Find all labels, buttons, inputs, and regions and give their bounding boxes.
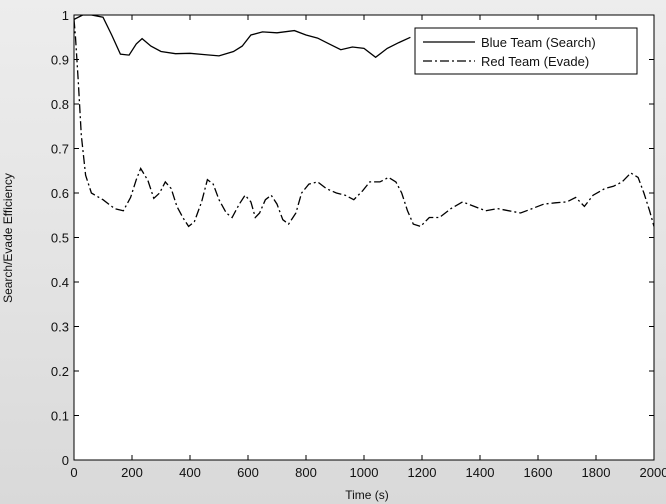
legend: Blue Team (Search) Red Team (Evade) [414, 27, 638, 75]
x-tick-label: 600 [237, 465, 259, 480]
y-tick-label: 0.5 [51, 231, 69, 246]
x-tick-label: 1000 [350, 465, 379, 480]
y-tick-label: 0.1 [51, 409, 69, 424]
x-tick-label: 0 [70, 465, 77, 480]
x-tick-label: 800 [295, 465, 317, 480]
x-axis-title: Time (s) [345, 488, 389, 502]
y-tick-label: 0.9 [51, 53, 69, 68]
series-line-2 [74, 19, 654, 228]
x-tick-label: 1400 [466, 465, 495, 480]
y-tick-label: 0.3 [51, 320, 69, 335]
legend-box [414, 27, 638, 75]
x-tick-label: 1800 [582, 465, 611, 480]
series-line-1 [74, 15, 411, 59]
x-tick-label: 1200 [408, 465, 437, 480]
y-tick-label: 0 [62, 453, 69, 468]
y-tick-label: 0.8 [51, 97, 69, 112]
y-tick-label: 0.7 [51, 142, 69, 157]
plot-area [74, 15, 654, 460]
y-axis-title: Search/Evade Efficiency [1, 173, 15, 303]
x-tick-label: 1600 [524, 465, 553, 480]
y-tick-label: 0.4 [51, 275, 69, 290]
y-tick-label: 1 [62, 8, 69, 23]
x-tick-label: 400 [179, 465, 201, 480]
legend-label-2: Red Team (Evade) [481, 54, 589, 69]
x-tick-label: 2000 [640, 465, 666, 480]
legend-label-1: Blue Team (Search) [481, 35, 596, 50]
y-tick-label: 0.6 [51, 186, 69, 201]
y-tick-label: 0.2 [51, 364, 69, 379]
x-tick-label: 200 [121, 465, 143, 480]
